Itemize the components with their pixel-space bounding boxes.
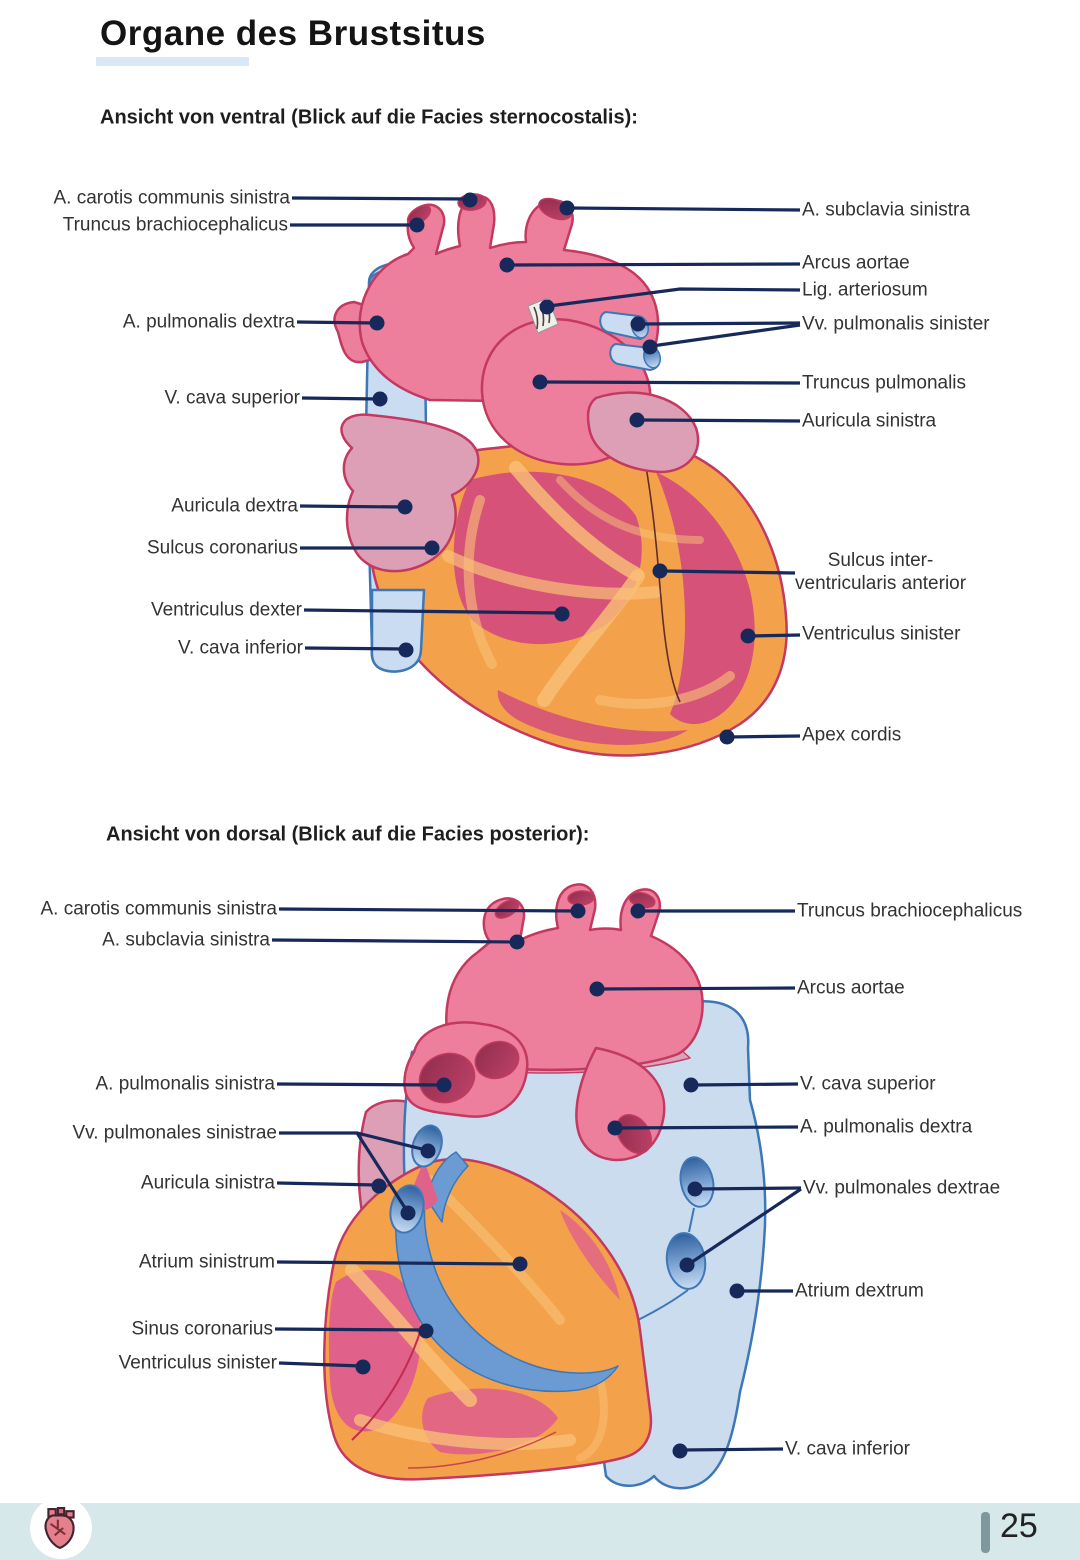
leader-line <box>301 396 379 401</box>
leader-line <box>692 1082 799 1087</box>
leader-dot <box>539 299 555 315</box>
leader-line <box>688 1187 802 1266</box>
footer-divider-bar <box>981 1512 990 1553</box>
leader-dot <box>397 499 413 515</box>
leader-dot <box>369 315 385 331</box>
leader-dot <box>630 903 646 919</box>
leader-dot <box>679 1257 695 1273</box>
leader-dot <box>642 339 658 355</box>
leader-dot <box>607 1120 623 1136</box>
leader-line <box>661 569 796 575</box>
leader-line <box>638 418 801 423</box>
leader-dot <box>400 1205 416 1221</box>
page-footer: 25 <box>0 1497 1080 1560</box>
leader-dot <box>729 1283 745 1299</box>
leader-dot <box>372 391 388 407</box>
leader-dot <box>559 200 575 216</box>
leader-dot <box>719 729 735 745</box>
leader-dot <box>570 903 586 919</box>
leader-line <box>279 1131 427 1152</box>
leader-dot <box>424 540 440 556</box>
leader-line <box>296 320 376 325</box>
leader-dot <box>436 1077 452 1093</box>
leader-line <box>639 321 801 326</box>
leader-line <box>355 1132 409 1212</box>
leader-dot <box>652 563 668 579</box>
title-underline-accent <box>96 57 249 66</box>
leader-dot <box>509 934 525 950</box>
leader-dot <box>418 1323 434 1339</box>
leader-dot <box>398 642 414 658</box>
leader-dot <box>355 1359 371 1375</box>
anatomical-heart-icon <box>44 1507 75 1549</box>
leader-dot <box>740 628 756 644</box>
page-number: 25 <box>1000 1507 1038 1545</box>
leader-dot <box>462 192 478 208</box>
leader-line <box>508 262 801 267</box>
leader-dot <box>499 257 515 273</box>
leader-dot <box>512 1256 528 1272</box>
leader-line <box>304 646 405 651</box>
page-title: Organe des Brustsitus <box>100 14 486 53</box>
section-heading-ventral: Ansicht von ventral (Blick auf die Facie… <box>100 106 638 129</box>
leader-line <box>276 1181 378 1187</box>
footer-icon-circle <box>30 1497 92 1559</box>
leader-line <box>276 1082 443 1087</box>
leader-line <box>749 633 801 638</box>
leader-line <box>278 1361 362 1368</box>
leader-line <box>276 1260 519 1266</box>
leader-line <box>681 1447 784 1452</box>
leader-dot <box>420 1143 436 1159</box>
sulcus-line <box>641 444 681 703</box>
leader-line <box>299 504 404 509</box>
leader-line <box>651 323 801 348</box>
leader-line <box>303 608 561 615</box>
leader-line <box>568 206 801 212</box>
leader-dot <box>371 1178 387 1194</box>
leader-line <box>271 938 516 944</box>
aorta-dorsal <box>445 883 704 1072</box>
leader-dot <box>409 217 425 233</box>
leader-line <box>598 986 796 991</box>
leader-line <box>291 196 469 201</box>
leader-dot <box>532 374 548 390</box>
leader-dot <box>683 1077 699 1093</box>
leader-line <box>696 1186 802 1191</box>
leader-dot <box>672 1443 688 1459</box>
leader-dot <box>687 1181 703 1197</box>
leader-line <box>274 1327 425 1332</box>
leader-line <box>541 380 801 385</box>
leader-line <box>278 907 577 913</box>
leader-dot <box>629 412 645 428</box>
section-heading-dorsal: Ansicht von dorsal (Blick auf die Facies… <box>106 823 590 846</box>
leader-line <box>548 287 801 308</box>
leader-dot <box>630 316 646 332</box>
leader-line <box>728 734 801 739</box>
leader-line <box>616 1125 799 1130</box>
leader-dot <box>554 606 570 622</box>
leader-dot <box>589 981 605 997</box>
